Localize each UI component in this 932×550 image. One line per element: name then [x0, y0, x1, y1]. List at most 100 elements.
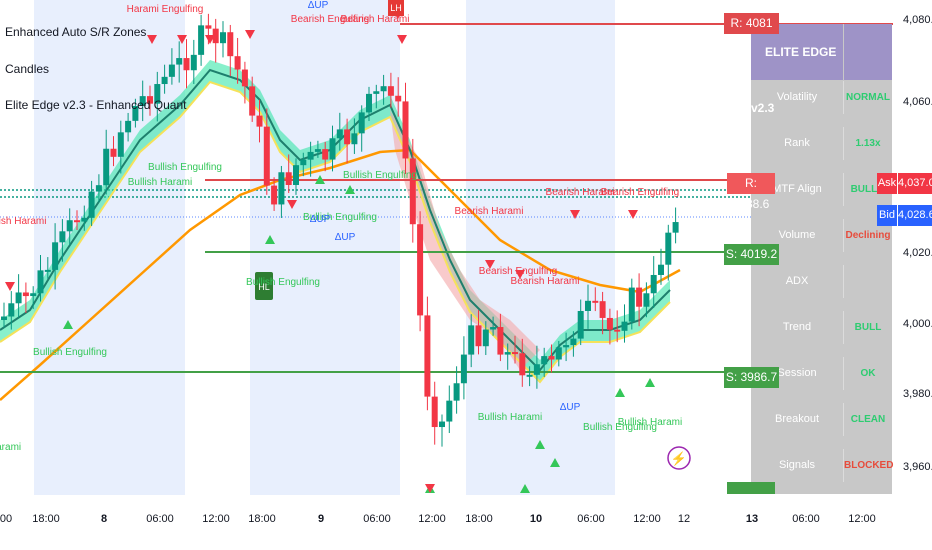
candle-body	[672, 222, 679, 233]
candle-body	[417, 224, 424, 316]
candle-body	[650, 274, 657, 294]
resistance-tag-4038: R: 4038.6	[727, 173, 775, 211]
label-up: ΔUP	[308, 0, 329, 11]
candle-body	[599, 301, 606, 318]
x-axis-tick: 10	[529, 513, 543, 525]
candle-body	[147, 96, 153, 104]
bid-price: 4,028.6	[898, 205, 932, 226]
candle-body	[263, 126, 270, 186]
panel-row-label: Volatility	[776, 91, 818, 103]
x-axis-tick: 12	[677, 513, 691, 525]
candle-body	[533, 364, 540, 375]
panel-row-label: MTF Align	[772, 183, 822, 195]
panel-separator	[843, 127, 844, 160]
candle-body	[468, 325, 475, 355]
candle-body	[220, 32, 226, 44]
candle-body	[74, 220, 80, 223]
x-axis-tick: 12:00	[202, 513, 230, 525]
label-bearish-engulfing: Bearish Engulfing	[601, 187, 679, 198]
candle-body	[227, 32, 234, 57]
y-axis-tick: 4,080.0	[903, 14, 932, 26]
panel-row-value: NORMAL	[846, 92, 890, 103]
x-axis-tick: 06:00	[792, 513, 820, 525]
panel-separator	[843, 219, 844, 252]
panel-separator	[843, 265, 844, 298]
label-harami-engulfing: Harami Engulfing	[127, 4, 204, 15]
candle-body	[103, 148, 110, 186]
candle-body	[22, 292, 29, 297]
candle-body	[198, 25, 205, 55]
panel-row-mtf-align: MTF Align BULL 3	[751, 173, 892, 206]
candle-body	[37, 270, 44, 294]
bullish-arrow	[345, 185, 355, 194]
legend-indicator-1[interactable]: Enhanced Auto S/R Zones	[5, 25, 147, 39]
candle-body	[577, 310, 584, 339]
panel-separator	[843, 403, 844, 436]
candle-body	[256, 115, 263, 127]
y-axis-tick: 3,980.0	[903, 388, 932, 400]
panel-row-label: Signals	[778, 459, 816, 471]
panel-title-blank	[844, 24, 892, 80]
legend-candles[interactable]: Candles	[5, 62, 50, 76]
ask-label: Ask	[877, 173, 897, 194]
candle-body	[336, 129, 343, 139]
candle-body	[409, 158, 416, 225]
candlesticks	[1, 13, 679, 447]
candle-body	[592, 300, 599, 303]
candle-body	[614, 329, 621, 332]
bullish-arrow	[535, 440, 545, 449]
candle-body	[66, 220, 73, 232]
bearish-arrow	[485, 260, 495, 269]
candle-body	[59, 231, 66, 243]
label-bullish-engulfing: Bullish Engulfing	[583, 422, 657, 433]
sr-levels	[0, 23, 893, 373]
candle-body	[161, 76, 168, 85]
candle-body	[475, 325, 482, 347]
bearish-arrow	[628, 210, 638, 219]
bearish-arrow	[397, 35, 407, 44]
x-axis-tick: 06:00	[363, 513, 391, 525]
session-band	[250, 0, 400, 495]
panel-row-trend: Trend BULL	[751, 311, 892, 344]
candle-body	[512, 352, 518, 355]
candle-body	[344, 129, 351, 145]
panel-row-volume: Volume Declining	[751, 219, 892, 252]
candle-body	[1, 316, 7, 320]
label-bearish-harami: Bearish Harami	[341, 14, 410, 25]
label-up: ΔUP	[310, 214, 331, 225]
panel-separator	[843, 357, 844, 390]
bullish-arrow	[645, 378, 655, 387]
candle-body	[190, 54, 197, 71]
panel-row-value: CLEAN	[850, 414, 886, 425]
label-bullish-engulfing: Bullish Engulfing	[33, 347, 107, 358]
label-bearish-engulfing: Bearish Engulfing	[291, 14, 369, 25]
candle-body	[519, 353, 526, 376]
resistance-tag-4081: R: 4081	[724, 13, 779, 34]
panel-row-rank: Rank 1.13x	[751, 127, 892, 160]
candle-body	[373, 91, 380, 94]
legend-indicator-2[interactable]: Elite Edge v2.3 - Enhanced Quant	[5, 98, 187, 112]
panel-row-session: Session OK	[751, 357, 892, 390]
x-axis-tick: 8	[100, 513, 108, 525]
candle-body	[249, 86, 256, 116]
label-up: ΔUP	[560, 402, 581, 413]
label-bullish-harami: Bullish Harami	[618, 417, 682, 428]
panel-separator	[843, 311, 844, 344]
candle-body	[380, 86, 387, 92]
panel-row-value: 1.13x	[855, 138, 881, 149]
y-axis-tick: 4,020.0	[903, 247, 932, 259]
mid-ema-line	[0, 80, 671, 384]
panel-row-label: ADX	[785, 275, 809, 287]
candle-body	[402, 101, 409, 159]
candle-body	[606, 317, 613, 330]
bearish-arrow	[425, 484, 435, 493]
candle-body	[665, 232, 672, 265]
bearish-arrow	[147, 35, 157, 44]
elite-edge-panel: ELITE EDGE v2.3 Volatility NORMAL Rank 1…	[751, 24, 893, 494]
candle-body	[658, 264, 664, 275]
candle-body	[212, 28, 219, 44]
candle-body	[621, 321, 628, 331]
candle-body	[351, 133, 358, 145]
candle-body	[300, 159, 307, 166]
